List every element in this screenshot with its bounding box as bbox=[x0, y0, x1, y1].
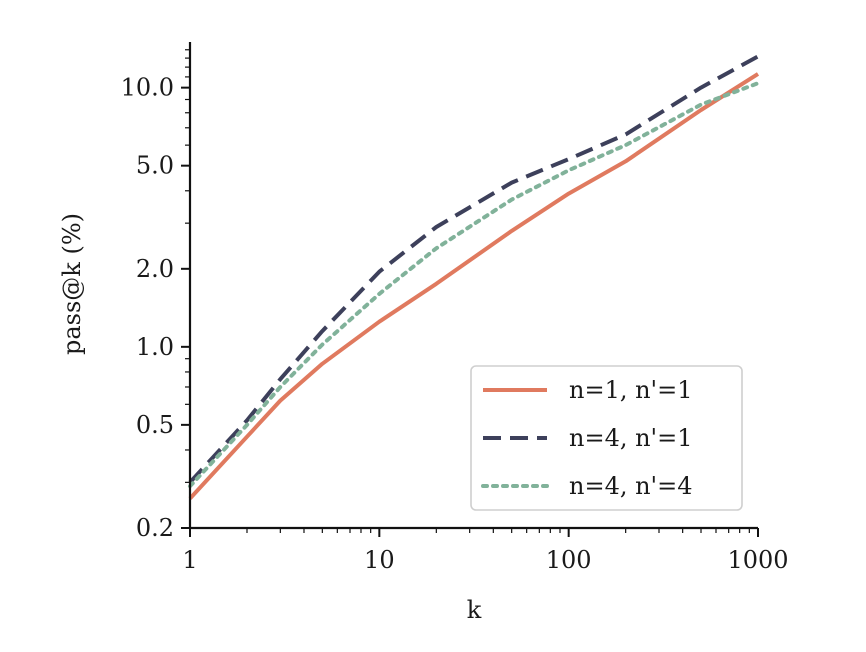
series-line-2 bbox=[188, 54, 759, 484]
legend-label-1: n=1, n'=1 bbox=[569, 376, 693, 404]
series-line-1 bbox=[188, 72, 760, 500]
legend-frame bbox=[470, 365, 743, 511]
x-tick-label: 1000 bbox=[727, 546, 788, 574]
y-tick-label: 5.0 bbox=[136, 152, 174, 180]
axes bbox=[188, 42, 758, 530]
legend-label-3: n=4, n'=4 bbox=[569, 472, 693, 500]
y-tick-label: 2.0 bbox=[136, 255, 174, 283]
y-axis-label: pass@k (%) bbox=[58, 213, 86, 355]
x-tick-label: 100 bbox=[546, 546, 592, 574]
y-tick-label: 10.0 bbox=[121, 74, 174, 102]
x-tick-label: 1 bbox=[182, 546, 197, 574]
x-tick-label: 10 bbox=[364, 546, 395, 574]
legend-label-2: n=4, n'=1 bbox=[569, 424, 693, 452]
y-tick-label: 0.5 bbox=[136, 411, 174, 439]
series-line-3 bbox=[188, 81, 760, 489]
y-tick-label: 1.0 bbox=[136, 333, 174, 361]
legend: n=1, n'=1 n=4, n'=1 n=4, n'=4 bbox=[470, 365, 743, 511]
plot-lines bbox=[188, 54, 760, 500]
ticks: 1 10 100 1000 0.2 0.5 1.0 2.0 5.0 10.0 bbox=[121, 49, 789, 574]
y-tick-label: 0.2 bbox=[136, 514, 174, 542]
x-axis-label: k bbox=[467, 596, 482, 624]
